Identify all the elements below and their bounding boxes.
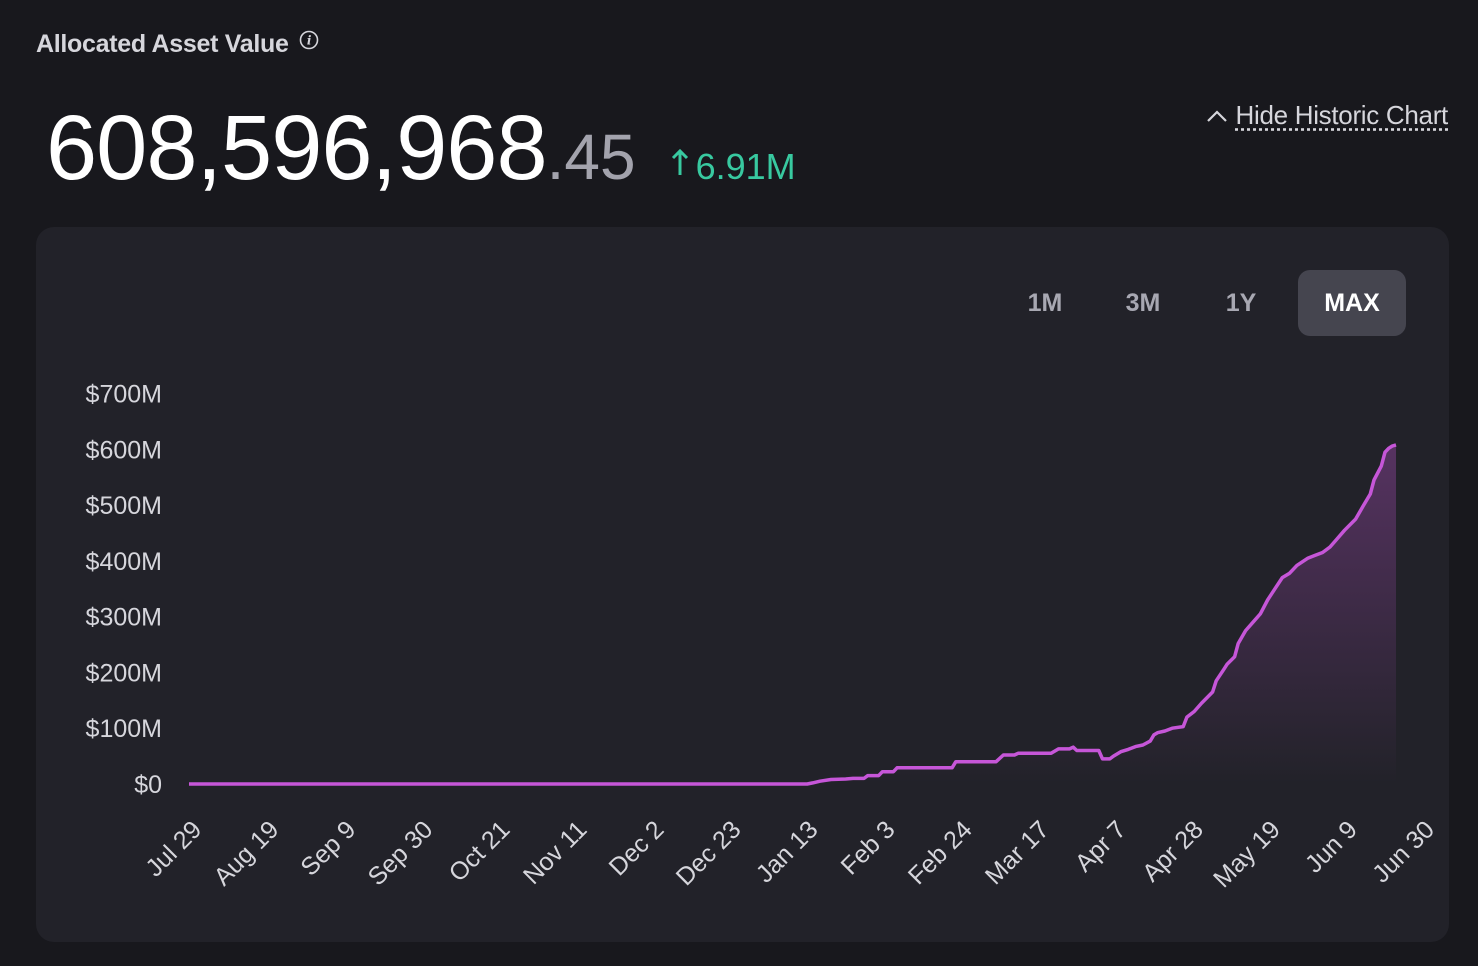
- value-main: 608,596,968: [46, 97, 548, 199]
- x-tick-label: Feb 3: [836, 815, 901, 880]
- x-tick-label: Mar 17: [980, 815, 1055, 890]
- hide-historic-chart-label: Hide Historic Chart: [1235, 100, 1449, 130]
- y-tick-label: $700M: [86, 381, 162, 409]
- value-area: [189, 444, 1396, 784]
- chevron-up-icon: [1206, 109, 1227, 122]
- range-tab-3m[interactable]: 3M: [1125, 288, 1161, 317]
- y-tick-label: $500M: [86, 492, 162, 520]
- x-tick-label: Aug 19: [208, 815, 284, 891]
- x-tick-label: Feb 24: [903, 815, 978, 890]
- x-tick-label: Jun 30: [1367, 815, 1440, 888]
- svg-text:i: i: [306, 33, 311, 47]
- chart-title: Allocated Asset Value i: [36, 30, 319, 59]
- y-tick-label: $200M: [86, 659, 162, 687]
- y-tick-label: $300M: [86, 604, 162, 632]
- x-tick-label: Jun 9: [1300, 815, 1363, 878]
- value-line: [189, 443, 1397, 786]
- arrow-up-icon: [671, 148, 688, 175]
- range-tab-1m[interactable]: 1M: [1027, 288, 1063, 317]
- y-tick-label: $600M: [86, 436, 162, 464]
- value-change-text: 6.91M: [695, 146, 796, 187]
- range-tabs: 1M 3M 1Y MAX: [1004, 270, 1406, 336]
- hide-historic-chart-button[interactable]: Hide Historic Chart: [1206, 100, 1448, 131]
- x-tick-label: Dec 2: [604, 815, 670, 881]
- x-tick-label: Sep 30: [363, 815, 439, 891]
- y-tick-label: $0: [134, 771, 162, 799]
- range-tab-max[interactable]: MAX: [1298, 270, 1406, 336]
- y-tick-label: $100M: [86, 715, 162, 743]
- asset-value-chart: $0 $100M $200M $300M $400M $500M $600M $700M Ju…: [86, 381, 1440, 894]
- value-decimal: .45: [546, 121, 636, 193]
- x-tick-label: Dec 23: [671, 815, 747, 891]
- range-tab-1y[interactable]: 1Y: [1225, 288, 1257, 317]
- x-tick-label: Nov 11: [518, 815, 593, 890]
- chart-title-text: Allocated Asset Value: [36, 30, 289, 58]
- x-tick-label: Jul 29: [140, 815, 207, 882]
- x-tick-label: Apr 28: [1137, 815, 1209, 887]
- x-tick-label: May 19: [1208, 815, 1286, 893]
- chart-panel: 1M 3M 1Y MAX $0 $100M $200M $300M $400M $500M…: [36, 227, 1449, 942]
- value-change: 6.91M: [670, 146, 796, 188]
- total-value: 608,596,968 .45 6.91M: [46, 96, 796, 201]
- x-tick-label: Oct 21: [444, 815, 516, 887]
- y-tick-label: $400M: [86, 548, 162, 576]
- x-tick-label: Apr 7: [1070, 815, 1132, 877]
- x-tick-label: Sep 9: [295, 815, 361, 881]
- info-icon[interactable]: i: [299, 30, 319, 50]
- x-tick-label: Jan 13: [751, 815, 824, 888]
